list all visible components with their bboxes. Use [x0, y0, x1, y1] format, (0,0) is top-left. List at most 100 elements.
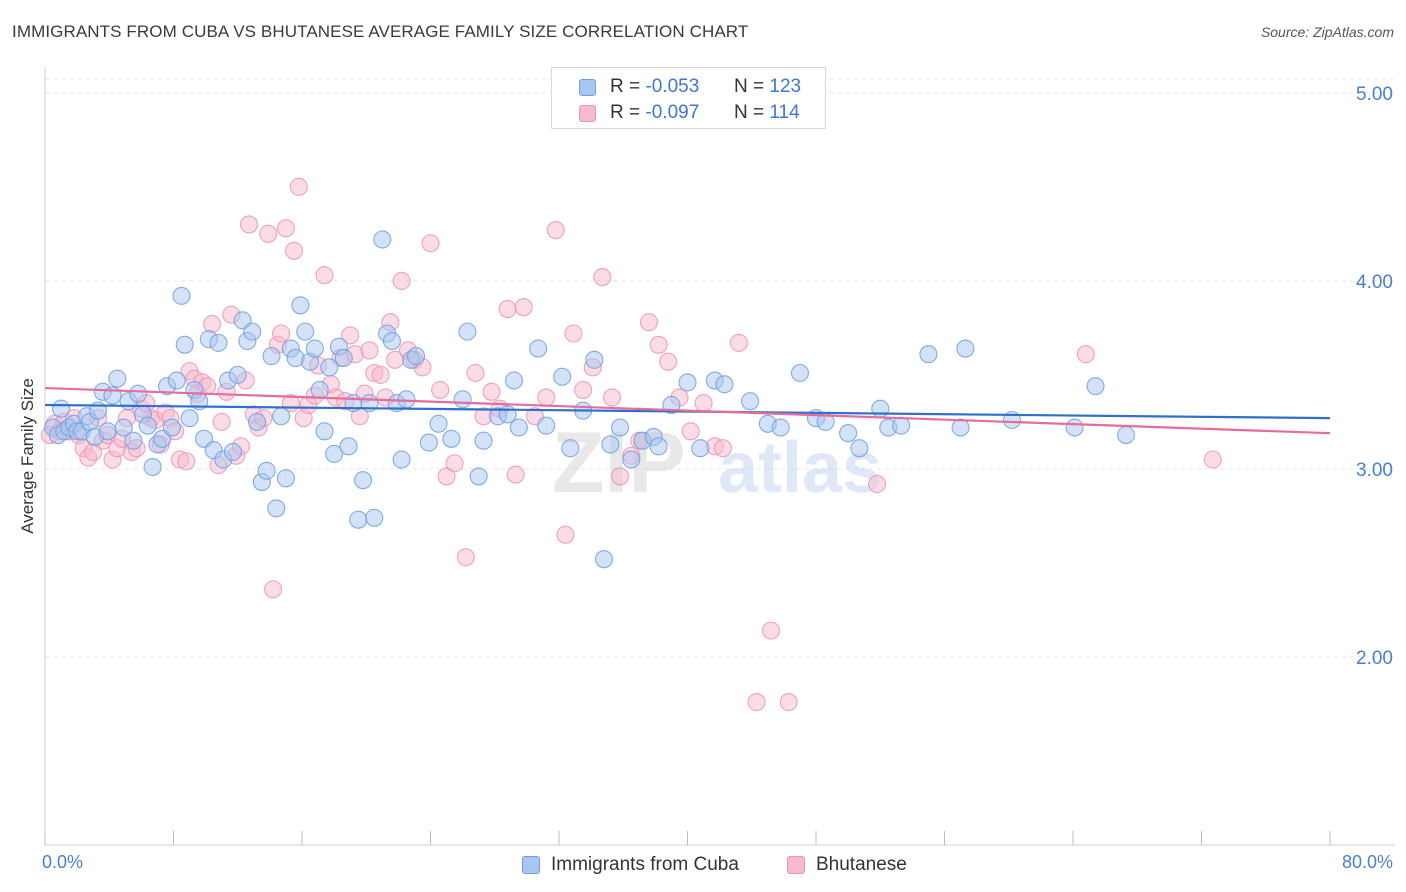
point-bhutanese	[681, 422, 700, 441]
point-cuba	[305, 339, 324, 358]
point-cuba	[771, 418, 790, 437]
point-bhutanese	[564, 324, 583, 343]
gridlines	[45, 78, 1395, 658]
point-cuba	[296, 322, 315, 341]
point-cuba	[429, 414, 448, 433]
legend-label-bhutanese: Bhutanese	[816, 854, 907, 875]
point-cuba	[419, 433, 438, 452]
point-cuba	[129, 384, 148, 403]
point-bhutanese	[514, 298, 533, 317]
legend-n-value: 123	[769, 76, 802, 97]
point-cuba	[397, 390, 416, 409]
point-bhutanese	[371, 365, 390, 384]
point-cuba	[180, 409, 199, 428]
point-bhutanese	[729, 333, 748, 352]
point-bhutanese	[867, 474, 887, 493]
y-tick-label: 3.00	[1356, 460, 1393, 481]
point-cuba	[406, 347, 426, 366]
point-bhutanese	[506, 465, 525, 484]
point-cuba	[172, 286, 191, 305]
point-cuba	[469, 467, 488, 486]
point-bhutanese	[482, 382, 501, 401]
trend-line-bhutanese	[44, 386, 1331, 435]
point-bhutanese	[574, 380, 593, 399]
point-cuba	[167, 371, 186, 390]
legend-swatch-cuba	[522, 856, 540, 874]
point-cuba	[98, 422, 117, 441]
point-cuba	[610, 418, 630, 437]
x-axis-max-label: 80.0%	[1341, 852, 1393, 872]
point-bhutanese	[437, 467, 456, 486]
point-cuba	[334, 348, 353, 368]
point-bhutanese	[360, 341, 379, 360]
point-cuba	[850, 439, 869, 458]
legend-item-cuba[interactable]: Immigrants from Cuba	[522, 852, 739, 878]
point-cuba	[247, 412, 267, 431]
point-bhutanese	[276, 219, 295, 238]
point-cuba	[349, 510, 368, 529]
point-cuba	[124, 431, 143, 450]
point-cuba	[537, 416, 556, 435]
point-cuba	[529, 339, 548, 358]
point-bhutanese	[659, 352, 678, 371]
point-bhutanese	[1076, 345, 1095, 364]
legend-r-label: R =	[610, 102, 641, 123]
point-bhutanese	[602, 388, 622, 407]
point-cuba	[373, 230, 392, 249]
point-cuba	[262, 347, 281, 366]
y-tick-label: 4.00	[1356, 272, 1393, 293]
point-cuba	[392, 450, 411, 469]
point-cuba	[382, 331, 402, 351]
point-cuba	[353, 471, 373, 490]
point-bhutanese	[537, 388, 556, 407]
legend-r-bhutan: R = -0.097	[610, 102, 699, 124]
point-cuba	[1065, 418, 1084, 437]
point-bhutanese	[239, 215, 259, 234]
legend-n-bhutan: N = 114	[734, 102, 800, 124]
point-cuba	[228, 365, 247, 384]
point-bhutanese	[639, 313, 659, 332]
point-cuba	[678, 373, 697, 392]
point-cuba	[175, 335, 194, 354]
point-cuba	[1116, 426, 1136, 445]
point-cuba	[442, 429, 461, 448]
point-bhutanese	[610, 467, 630, 486]
point-cuba	[209, 333, 228, 352]
point-cuba	[504, 371, 524, 390]
watermark: ZIP atlas	[552, 415, 882, 511]
legend-item-bhutanese[interactable]: Bhutanese	[787, 852, 907, 878]
point-cuba	[691, 439, 710, 458]
point-cuba	[919, 345, 938, 364]
point-cuba	[223, 442, 242, 462]
point-cuba	[291, 296, 310, 315]
point-bhutanese	[713, 439, 732, 458]
point-bhutanese	[556, 525, 575, 544]
legend-swatch-bhutanese	[579, 104, 596, 122]
trend-lines	[44, 386, 1331, 435]
legend-n-value: 114	[769, 102, 800, 123]
point-cuba	[458, 322, 477, 341]
legend-label-cuba: Immigrants from Cuba	[551, 854, 739, 875]
point-cuba	[162, 418, 181, 437]
point-cuba	[276, 469, 295, 488]
y-tick-labels: 2.00 3.00 4.00 5.00	[1356, 84, 1393, 669]
point-cuba	[622, 450, 641, 469]
point-cuba	[243, 322, 262, 341]
point-cuba	[267, 499, 286, 518]
point-bhutanese	[1203, 450, 1222, 469]
point-cuba	[315, 422, 334, 441]
point-bhutanese	[212, 412, 231, 431]
point-bhutanese	[284, 241, 304, 260]
series-legend: Immigrants from Cuba Bhutanese	[0, 852, 1406, 878]
point-bhutanese	[341, 326, 360, 345]
legend-r-value: -0.097	[645, 102, 700, 123]
axes	[44, 67, 1395, 846]
point-cuba	[1086, 377, 1105, 396]
point-cuba	[715, 375, 734, 394]
point-bhutanese	[445, 454, 464, 473]
point-bhutanese	[259, 224, 278, 243]
point-cuba	[114, 418, 133, 437]
point-bhutanese	[593, 268, 612, 287]
legend-n-cuba: N = 123	[734, 76, 801, 98]
point-bhutanese	[498, 300, 517, 319]
